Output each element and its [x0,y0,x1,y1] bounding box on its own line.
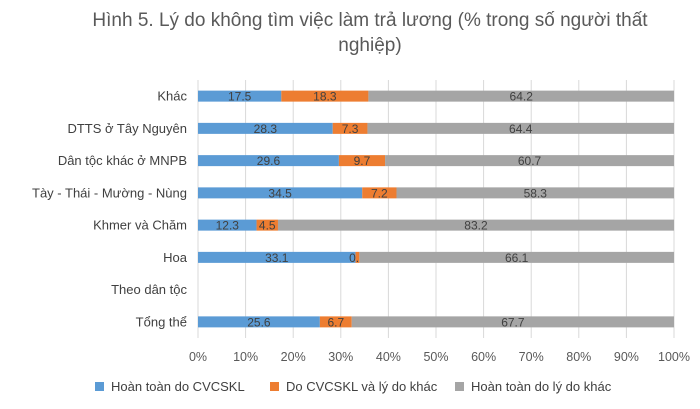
data-label: 66.1 [505,251,529,265]
category-label: Dân tộc khác ở MNPB [58,153,187,168]
bar-segment [359,251,674,263]
x-tick-label: 20% [281,350,306,364]
bar-segment [355,251,360,263]
x-tick-label: 100% [658,350,690,364]
legend-label: Hoàn toàn do CVCSKL [111,379,245,394]
x-tick-label: 50% [423,350,448,364]
data-label: 9.7 [354,154,371,168]
data-label: 33.1 [265,251,289,265]
legend-item: Do CVCSKL và lý do khác [270,379,437,394]
bar-segment [281,90,369,102]
x-tick-label: 10% [233,350,258,364]
data-label: 7.3 [342,122,359,136]
bar-segment [367,122,674,134]
data-label: 64.2 [510,90,534,104]
category-label: Tày - Thái - Mường - Nùng [32,185,187,200]
data-label: 34.5 [268,186,292,200]
bar-segment [198,90,282,102]
chart-title: Hình 5. Lý do không tìm việc làm trả lươ… [92,10,648,56]
legend-item: Hoàn toàn do CVCSKL [95,379,245,394]
data-label: 18.3 [313,90,337,104]
bar-segment [368,90,674,102]
x-tick-label: 60% [471,350,496,364]
legend-item: Hoàn toàn do lý do khác [455,379,611,394]
data-label: 29.6 [257,154,281,168]
x-tick-label: 90% [614,350,639,364]
data-label: 64.4 [509,122,533,136]
data-label: 67.7 [501,315,525,329]
data-label: 28.3 [254,122,278,136]
data-label: 25.6 [247,315,271,329]
data-label: 6.7 [327,315,344,329]
category-label: Tổng thể [136,314,187,329]
bar-segment [198,251,356,263]
data-label: 83.2 [464,219,488,233]
category-label: DTTS ở Tây Nguyên [67,121,187,136]
bar-segment [319,316,352,328]
bar-segment [385,155,674,167]
x-tick-label: 30% [328,350,353,364]
data-label: 12.3 [216,219,240,233]
x-tick-label: 0% [189,350,207,364]
bar-segment [198,155,339,167]
legend-label: Do CVCSKL và lý do khác [286,379,438,394]
legend-label: Hoàn toàn do lý do khác [471,379,612,394]
data-label: 58.3 [524,186,548,200]
data-label: 17.5 [228,90,252,104]
data-label: 4.5 [259,219,276,233]
bar-segment [198,316,320,328]
x-tick-label: 70% [519,350,544,364]
bar-segment [277,219,674,231]
category-label: Khác [157,89,187,104]
bar-segment [362,187,397,199]
legend-swatch [455,382,464,391]
bar-segment [256,219,278,231]
legend-swatch [95,382,104,391]
legend-swatch [270,382,279,391]
bar-segment [198,122,333,134]
bar-segment [198,219,257,231]
x-tick-label: 80% [566,350,591,364]
bar-segment [332,122,368,134]
category-label: Khmer và Chăm [93,218,187,233]
legend: Hoàn toàn do CVCSKL Do CVCSKL và lý do kh… [0,379,700,399]
bar-segment [396,187,674,199]
bar-segment [198,187,363,199]
bar-segment [338,155,386,167]
bar-segment [351,316,674,328]
data-label: 60.7 [518,154,542,168]
category-label: Hoa [163,250,188,265]
category-label: Theo dân tộc [111,282,187,297]
data-label: 7.2 [371,186,388,200]
x-tick-label: 40% [376,350,401,364]
